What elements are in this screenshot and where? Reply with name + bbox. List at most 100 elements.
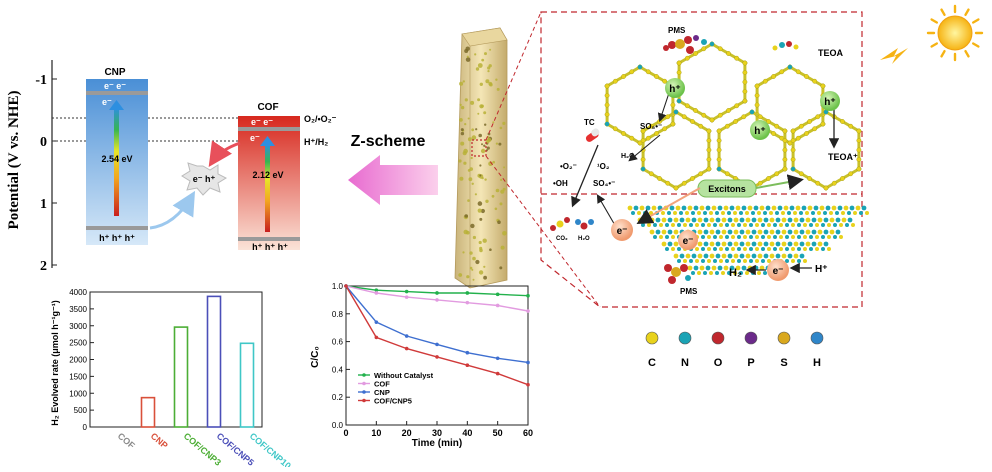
rod-particle bbox=[500, 189, 505, 194]
line-ytick-label: 0.2 bbox=[332, 393, 344, 402]
cnp-atom bbox=[727, 271, 731, 275]
cnp-atom bbox=[697, 211, 701, 215]
hole-ball-1: h⁺ bbox=[665, 78, 685, 98]
rod-particle bbox=[464, 98, 468, 102]
cof-atom bbox=[676, 60, 682, 66]
cnp-atom bbox=[821, 247, 825, 251]
cnp-atom bbox=[841, 217, 847, 223]
cnp-atom bbox=[827, 223, 831, 227]
h2o-label: H₂O bbox=[621, 153, 635, 160]
cof-atom bbox=[726, 108, 731, 113]
cnp-atom bbox=[823, 211, 827, 215]
h2-label: H₂ bbox=[729, 267, 742, 279]
cnp-atom bbox=[747, 205, 753, 211]
cnp-atom bbox=[683, 223, 687, 227]
rod-particle bbox=[486, 146, 490, 150]
rod-particle bbox=[492, 160, 496, 164]
cnp-atom bbox=[699, 265, 705, 271]
rod-particle bbox=[469, 251, 473, 255]
cof-atom bbox=[798, 171, 804, 177]
legend-swatch-dot bbox=[362, 398, 366, 403]
rod-particle bbox=[487, 66, 491, 70]
line-xtick-label: 0 bbox=[343, 428, 348, 438]
cof-atom bbox=[754, 102, 760, 108]
cnp-atom bbox=[661, 241, 667, 247]
cnp-atom bbox=[703, 253, 709, 259]
cnp-atom bbox=[709, 253, 715, 259]
cof-atom bbox=[807, 176, 812, 181]
cnp-atom bbox=[799, 253, 805, 259]
cof-atom bbox=[698, 123, 704, 129]
zoom-line-top bbox=[485, 11, 542, 141]
bar-ylabel: H₂ Evolved rate (μmol h⁻¹g⁻¹) bbox=[50, 300, 60, 426]
cnp-atom bbox=[799, 217, 805, 223]
cnp-atom bbox=[709, 229, 715, 235]
cnp-atom bbox=[685, 211, 689, 215]
cnp-atom bbox=[757, 271, 761, 275]
cof-atom bbox=[684, 55, 690, 61]
cnp-electron-mid: e⁻ bbox=[102, 97, 112, 107]
cof-atom bbox=[640, 128, 646, 134]
band-ylabel: Potential (V vs. NHE) bbox=[6, 91, 22, 230]
cof-atom bbox=[790, 157, 796, 162]
rod-particle bbox=[495, 142, 498, 145]
rod-particle bbox=[484, 178, 487, 181]
cnp-atom bbox=[745, 241, 751, 247]
pms-molecule-top bbox=[663, 35, 707, 54]
cnp-atom bbox=[833, 223, 837, 227]
line-xtick-label: 50 bbox=[493, 428, 503, 438]
cnp-atom bbox=[791, 223, 795, 227]
cnp-atom bbox=[785, 247, 789, 251]
cof-atom bbox=[790, 147, 796, 153]
cnp-atom bbox=[813, 205, 819, 211]
cof-atom bbox=[604, 112, 610, 117]
cof-atom bbox=[645, 135, 651, 141]
band-tick-label: 1 bbox=[40, 197, 47, 212]
rod-particle bbox=[472, 235, 476, 240]
cof-atom bbox=[815, 180, 821, 186]
cnp-atom bbox=[685, 217, 691, 223]
cnp-atom bbox=[811, 217, 817, 223]
rod-particle bbox=[467, 137, 472, 142]
cnp-atom bbox=[737, 235, 741, 239]
cnp-atom bbox=[819, 205, 825, 211]
bar-category-label: CNP bbox=[149, 431, 170, 451]
cnp-atom bbox=[649, 217, 655, 223]
cof-n-atom bbox=[640, 166, 646, 172]
cnp-atom bbox=[775, 217, 781, 223]
series-point bbox=[465, 291, 470, 295]
cnp-atom bbox=[781, 253, 787, 259]
cnp-atom bbox=[723, 265, 729, 271]
o2rad-label: •O₂⁻ bbox=[560, 162, 577, 171]
sun-ray bbox=[971, 18, 980, 24]
cnp-atom bbox=[725, 247, 729, 251]
cnp-atom bbox=[633, 205, 639, 211]
bar-ytick-label: 2500 bbox=[69, 339, 87, 348]
cof-atom bbox=[701, 112, 707, 118]
rod-particle bbox=[466, 230, 470, 235]
cof-atom bbox=[856, 157, 862, 162]
series-point bbox=[404, 295, 409, 299]
cnp-atom bbox=[701, 259, 705, 263]
cof-block: COF e⁻ e⁻ e⁻ 2.12 eV h⁺ h⁺ h⁺ bbox=[238, 102, 300, 252]
cnp-atom bbox=[743, 223, 747, 227]
cnp-atom bbox=[739, 229, 745, 235]
rod-particle bbox=[471, 128, 475, 132]
cof-atom bbox=[629, 135, 635, 141]
cof-atom bbox=[612, 126, 618, 132]
cnp-atom bbox=[739, 241, 745, 247]
cof-atom bbox=[782, 166, 788, 172]
series-point bbox=[465, 363, 470, 368]
cnp-atom bbox=[769, 229, 775, 235]
cnp-atom bbox=[797, 223, 801, 227]
cnp-atom bbox=[715, 253, 721, 259]
cnp-atom bbox=[821, 235, 825, 239]
cnp-atom bbox=[779, 223, 783, 227]
o2-level-label: O₂/•O₂⁻ bbox=[304, 114, 337, 124]
cof-atom bbox=[698, 171, 704, 177]
cof-atom bbox=[762, 78, 768, 84]
legend-swatch-dot bbox=[362, 373, 366, 377]
cnp-atom bbox=[667, 241, 673, 247]
cnp-atom bbox=[807, 205, 813, 211]
